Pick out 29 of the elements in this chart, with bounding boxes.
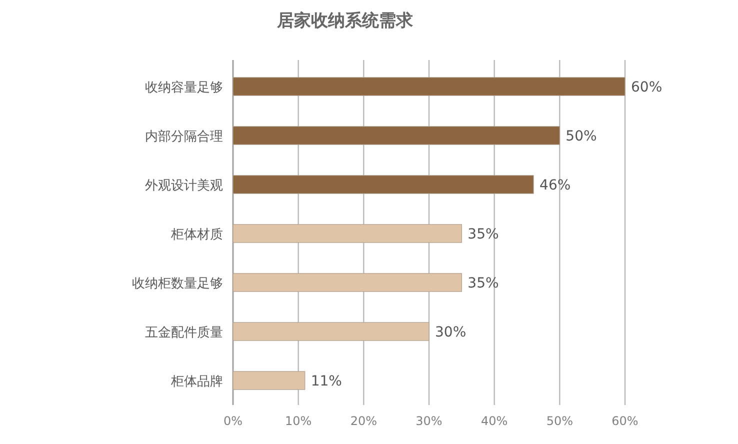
y-tick-label: 柜体品牌 [170,374,223,390]
data-label: 35% [468,276,499,292]
data-label: 60% [631,80,662,96]
data-label: 46% [540,178,571,194]
x-tick-label: 10% [284,414,312,428]
data-label: 30% [435,324,466,340]
data-label: 11% [310,374,342,390]
x-tick-label: 60% [612,414,638,428]
bar [232,224,462,243]
x-tick-label: 50% [546,414,574,428]
x-tick-label: 0% [223,414,243,428]
x-tick-label: 30% [416,414,442,428]
bar [232,126,560,145]
chart-title: 居家收纳系统需求 [276,11,414,31]
x-tick-label: 40% [480,414,508,428]
y-tick-label: 五金配件质量 [145,326,223,340]
y-tick-label: 内部分隔合理 [145,130,223,144]
bar [232,77,626,96]
y-tick-label: 外观设计美观 [145,178,223,194]
y-tick-label: 柜体材质 [170,228,223,242]
x-tick-label: 20% [350,414,378,428]
bar [232,322,430,341]
y-tick-label: 收纳容量足够 [145,80,223,96]
data-label: 50% [566,128,597,144]
bar [232,371,306,390]
data-label: 35% [468,226,499,242]
bar [232,273,462,292]
y-tick-label: 收纳柜数量足够 [132,276,223,292]
bar [232,175,534,194]
